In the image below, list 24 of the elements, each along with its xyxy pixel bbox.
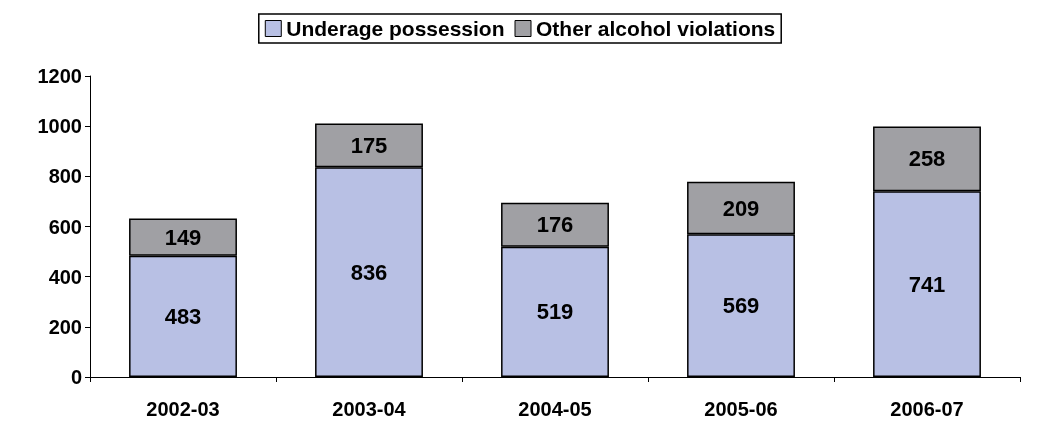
y-tick-label: 600 (48, 215, 82, 238)
data-label: 258 (908, 146, 946, 172)
data-label: 836 (350, 259, 388, 285)
x-tick-label: 2004-05 (518, 398, 592, 420)
data-label: 519 (536, 299, 574, 325)
legend-label: Underage possession (286, 17, 505, 40)
data-label: 569 (722, 293, 760, 319)
data-label: 741 (908, 271, 946, 297)
y-tick-label: 400 (48, 265, 82, 288)
data-label: 176 (536, 212, 574, 238)
x-tick-label: 2006-07 (890, 398, 964, 420)
y-tick-label: 1000 (37, 115, 82, 138)
data-label: 209 (722, 195, 760, 221)
x-tick-label: 2005-06 (704, 398, 778, 420)
data-label: 149 (164, 224, 202, 250)
y-tick-label: 1200 (37, 65, 82, 87)
x-tick-label: 2002-03 (146, 398, 220, 420)
legend-label: Other alcohol violations (536, 17, 776, 40)
x-tick-label: 2003-04 (332, 398, 407, 420)
y-tick-label: 200 (48, 315, 82, 338)
data-label: 483 (164, 303, 202, 329)
data-label: 175 (350, 132, 388, 158)
y-tick-label: 0 (70, 366, 82, 388)
y-tick-label: 800 (48, 165, 82, 188)
